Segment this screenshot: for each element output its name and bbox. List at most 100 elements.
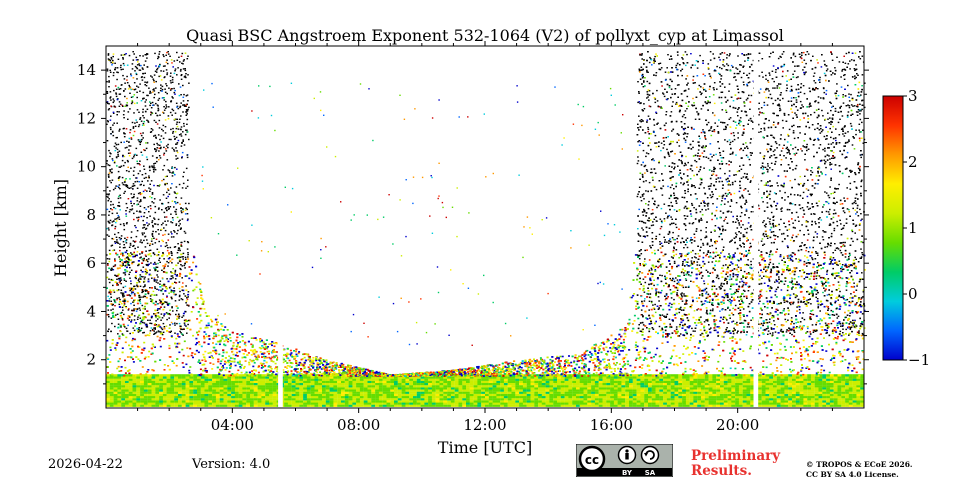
heatmap-cell bbox=[288, 359, 291, 362]
heatmap-cell bbox=[152, 263, 155, 265]
heatmap-cell bbox=[320, 374, 323, 377]
heatmap-cell bbox=[680, 321, 683, 324]
heatmap-cell bbox=[189, 385, 194, 388]
heatmap-cell bbox=[151, 400, 156, 403]
heatmap-cell bbox=[560, 404, 565, 407]
heatmap-cell bbox=[178, 391, 182, 394]
heatmap-cell bbox=[162, 385, 167, 388]
heatmap-cell bbox=[261, 376, 266, 379]
heatmap-cell bbox=[132, 395, 137, 399]
heatmap-cell bbox=[503, 398, 508, 401]
heatmap-cell bbox=[348, 378, 353, 381]
heatmap-cell bbox=[642, 346, 645, 349]
heatmap-cell bbox=[572, 382, 577, 386]
heatmap-cell bbox=[765, 378, 770, 381]
heatmap-cell bbox=[458, 376, 463, 379]
heatmap-cell bbox=[626, 373, 629, 375]
heatmap-cell bbox=[234, 378, 239, 381]
heatmap-cell bbox=[341, 398, 345, 401]
heatmap-cell bbox=[306, 391, 311, 394]
heatmap-cell bbox=[629, 385, 633, 388]
heatmap-cell bbox=[458, 395, 463, 399]
heatmap-cell bbox=[746, 402, 751, 405]
heatmap-cell bbox=[792, 385, 796, 388]
heatmap-cell bbox=[485, 380, 489, 383]
heatmap-cell bbox=[272, 398, 277, 401]
heatmap-cell bbox=[714, 329, 717, 332]
heatmap-cell bbox=[382, 402, 387, 405]
heatmap-cell bbox=[666, 385, 671, 388]
heatmap-cell bbox=[401, 395, 406, 399]
heatmap-cell bbox=[640, 391, 645, 394]
heatmap-cell bbox=[204, 389, 209, 392]
heatmap-cell bbox=[742, 402, 747, 405]
heatmap-cell bbox=[227, 400, 232, 403]
heatmap-cell bbox=[656, 277, 659, 280]
heatmap-cell bbox=[215, 378, 220, 381]
heatmap-cell bbox=[610, 391, 614, 394]
heatmap-cell bbox=[856, 387, 861, 390]
heatmap-cell bbox=[233, 375, 236, 377]
heatmap-cell bbox=[325, 400, 330, 403]
heatmap-cell bbox=[261, 389, 266, 392]
heatmap-cell bbox=[505, 372, 508, 375]
heatmap-cell bbox=[731, 402, 736, 405]
heatmap-cell bbox=[303, 387, 307, 390]
heatmap-cell bbox=[291, 402, 296, 405]
heatmap-cell bbox=[841, 391, 846, 394]
heatmap-cell bbox=[845, 402, 849, 405]
heatmap-cell bbox=[111, 342, 114, 345]
heatmap-cell bbox=[174, 391, 179, 394]
heatmap-cell bbox=[227, 382, 232, 386]
heatmap-cell bbox=[136, 376, 141, 379]
heatmap-cell bbox=[708, 398, 713, 401]
heatmap-cell bbox=[352, 398, 357, 401]
heatmap-cell bbox=[394, 380, 398, 383]
heatmap-cell bbox=[197, 376, 201, 379]
heatmap-cell bbox=[204, 393, 209, 397]
heatmap-cell bbox=[106, 387, 110, 390]
heatmap-cell bbox=[390, 382, 395, 386]
heatmap-cell bbox=[848, 385, 853, 388]
heatmap-cell bbox=[151, 393, 156, 397]
heatmap-cell bbox=[693, 398, 698, 401]
heatmap-cell bbox=[431, 389, 436, 392]
heatmap-cell bbox=[231, 393, 235, 397]
heatmap-cell bbox=[511, 382, 516, 386]
heatmap-cell bbox=[125, 391, 129, 394]
heatmap-cell bbox=[723, 395, 728, 399]
heatmap-cell bbox=[428, 393, 432, 397]
heatmap-cell bbox=[416, 395, 421, 399]
heatmap-cell bbox=[625, 395, 630, 399]
heatmap-cell bbox=[553, 385, 558, 388]
heatmap-cell bbox=[750, 385, 755, 388]
heatmap-cell bbox=[170, 336, 173, 338]
heatmap-cell bbox=[428, 400, 432, 403]
heatmap-cell bbox=[439, 385, 444, 388]
heatmap-cell bbox=[500, 402, 505, 405]
heatmap-cell bbox=[121, 393, 126, 397]
heatmap-cell bbox=[860, 385, 865, 388]
heatmap-cell bbox=[784, 378, 789, 381]
heatmap-cell bbox=[420, 400, 425, 403]
heatmap-cell bbox=[234, 400, 239, 403]
heatmap-cell bbox=[771, 302, 774, 305]
heatmap-cell bbox=[204, 387, 209, 390]
heatmap-cell bbox=[497, 366, 499, 369]
heatmap-cell bbox=[617, 385, 622, 388]
heatmap-cell bbox=[322, 400, 326, 403]
heatmap-cell bbox=[568, 391, 573, 394]
heatmap-cell bbox=[205, 333, 208, 335]
heatmap-cell bbox=[462, 378, 467, 381]
heatmap-cell bbox=[466, 376, 470, 379]
heatmap-cell bbox=[594, 391, 599, 394]
heatmap-cell bbox=[613, 374, 618, 377]
heatmap-cell bbox=[477, 376, 482, 379]
heatmap-cell bbox=[208, 389, 213, 392]
heatmap-cell bbox=[306, 389, 311, 392]
heatmap-cell bbox=[727, 382, 732, 386]
heatmap-cell bbox=[118, 267, 121, 269]
heatmap-cell bbox=[496, 400, 501, 403]
heatmap-cell bbox=[109, 387, 114, 390]
heatmap-cell bbox=[708, 400, 713, 403]
